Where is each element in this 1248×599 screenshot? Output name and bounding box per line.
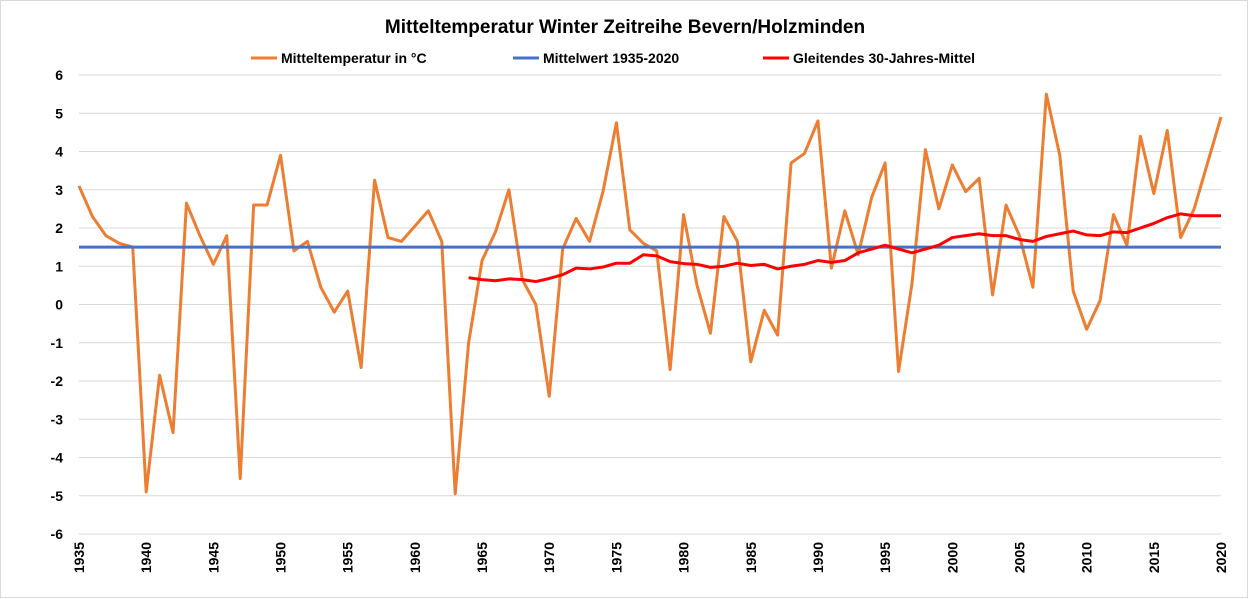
y-tick-label: 4 [55, 144, 63, 160]
y-tick-label: 6 [55, 67, 63, 83]
x-tick-label: 1985 [743, 542, 759, 573]
x-tick-label: 1980 [676, 542, 692, 573]
x-tick-label: 1975 [608, 542, 624, 573]
y-tick-label: 2 [55, 220, 63, 236]
y-tick-label: -4 [51, 450, 64, 466]
legend-label: Mitteltemperatur in °C [281, 50, 427, 66]
y-tick-label: -1 [51, 335, 64, 351]
y-tick-label: 5 [55, 105, 63, 121]
x-tick-label: 1940 [138, 542, 154, 573]
x-tick-label: 1945 [205, 542, 221, 573]
y-tick-label: 3 [55, 182, 63, 198]
x-tick-label: 1950 [273, 542, 289, 573]
legend-label: Gleitendes 30-Jahres-Mittel [793, 50, 975, 66]
y-tick-label: -3 [51, 411, 64, 427]
y-tick-label: 1 [55, 258, 63, 274]
x-tick-label: 1990 [810, 542, 826, 573]
x-tick-label: 2005 [1011, 542, 1027, 573]
x-tick-label: 1995 [877, 542, 893, 573]
x-tick-label: 2020 [1213, 542, 1229, 573]
x-tick-label: 1970 [541, 542, 557, 573]
series-line-1 [79, 94, 1221, 494]
x-tick-label: 1965 [474, 542, 490, 573]
y-tick-label: -2 [51, 373, 64, 389]
x-tick-label: 1935 [71, 542, 87, 573]
y-tick-label: -6 [51, 526, 64, 542]
x-tick-label: 1960 [407, 542, 423, 573]
chart-title: Mitteltemperatur Winter Zeitreihe Bevern… [385, 17, 865, 38]
x-tick-label: 2000 [944, 542, 960, 573]
y-tick-label: -5 [51, 488, 64, 504]
x-tick-label: 2010 [1079, 542, 1095, 573]
y-tick-label: 0 [55, 297, 63, 313]
x-tick-label: 1955 [340, 542, 356, 573]
legend-label: Mittelwert 1935-2020 [543, 50, 679, 66]
x-tick-label: 2015 [1146, 542, 1162, 573]
